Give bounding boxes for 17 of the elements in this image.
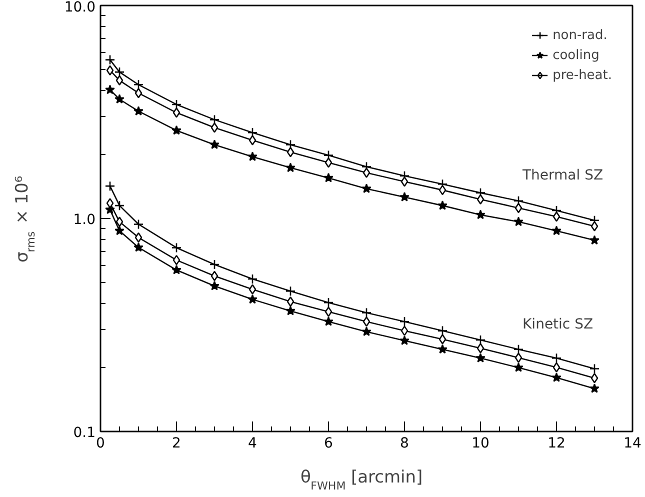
x-tick-label: 10 xyxy=(472,436,490,452)
legend-label: non-rad. xyxy=(552,28,608,42)
legend-label: pre-heat. xyxy=(552,68,612,82)
legend-label: cooling xyxy=(552,48,600,62)
x-tick-label: 2 xyxy=(172,436,181,452)
x-tick-label: 14 xyxy=(624,436,642,452)
x-tick-label: 0 xyxy=(96,436,105,452)
x-tick-label: 4 xyxy=(248,436,258,452)
y-tick-label: 1.0 xyxy=(73,212,96,228)
x-tick-label: 8 xyxy=(400,436,409,452)
y-axis-title: σrms × 10⁶ xyxy=(12,176,38,262)
x-tick-label: 6 xyxy=(324,436,334,452)
y-tick-label: 0.1 xyxy=(73,425,96,441)
x-tick-label: 12 xyxy=(548,436,566,452)
annotation: Kinetic SZ xyxy=(522,316,594,332)
annotation: Thermal SZ xyxy=(522,168,604,184)
y-tick-label: 10.0 xyxy=(64,0,96,16)
